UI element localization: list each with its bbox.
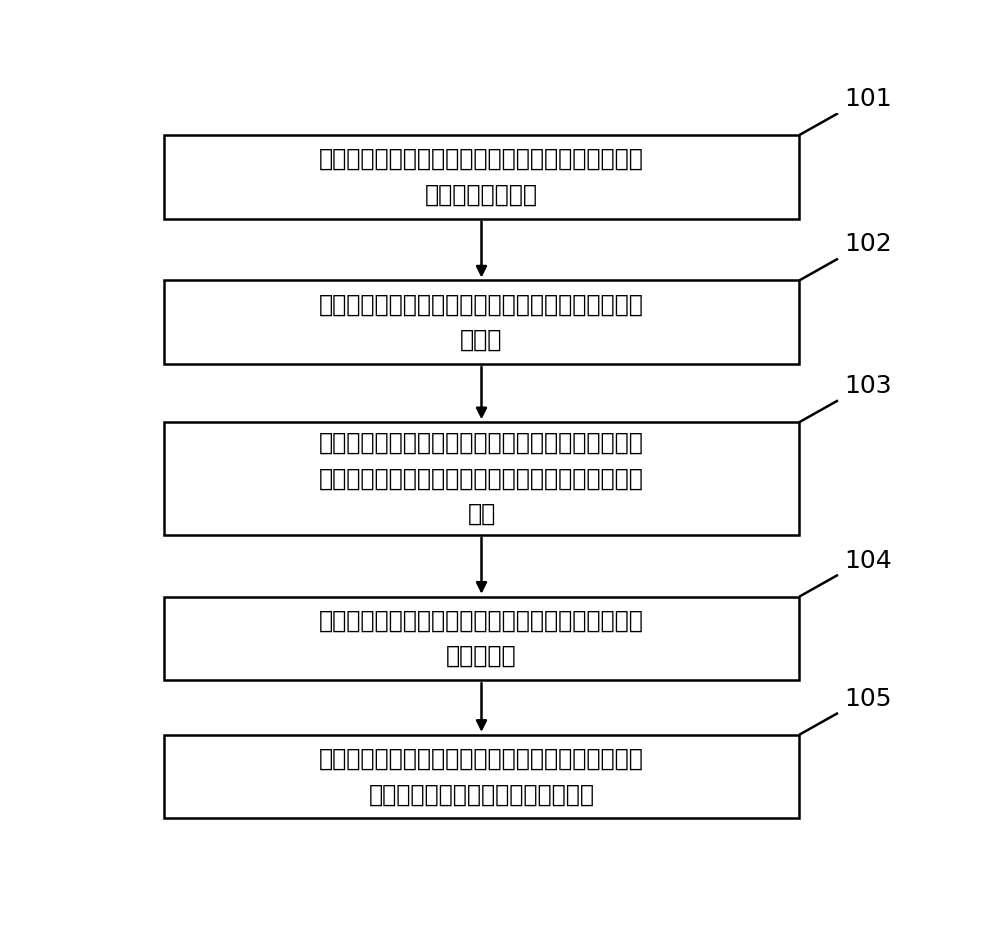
Bar	[164, 280, 799, 364]
Text: 获取某一目标用户在某一目标时间段内的乘坐交通工
具的相关乘车记录: 获取某一目标用户在某一目标时间段内的乘坐交通工 具的相关乘车记录	[319, 147, 644, 207]
Text: 基于相关乘车记录对目标用户已有的目标出行轨迹进
行校验: 基于相关乘车记录对目标用户已有的目标出行轨迹进 行校验	[319, 293, 644, 352]
Text: 根据相关乘车记录预估目标用户在目标时间段内的第
二出行轨迹: 根据相关乘车记录预估目标用户在目标时间段内的第 二出行轨迹	[319, 609, 644, 668]
Text: 103: 103	[844, 374, 892, 398]
Bar	[164, 422, 799, 535]
Text: 根据第一出行轨迹与第二出行轨迹对目标出行轨迹进
行调整，得到调整后的目标出行轨迹: 根据第一出行轨迹与第二出行轨迹对目标出行轨迹进 行调整，得到调整后的目标出行轨迹	[319, 747, 644, 806]
Text: 105: 105	[844, 687, 892, 711]
Text: 102: 102	[844, 232, 892, 257]
Text: 当校验出目标出行轨迹不全面或存在错误时，根据相
关乘车记录确定目标用户在目标时间段内的第一出行
轨迹: 当校验出目标出行轨迹不全面或存在错误时，根据相 关乘车记录确定目标用户在目标时间…	[319, 431, 644, 526]
Bar	[164, 597, 799, 681]
Bar	[164, 135, 799, 219]
Text: 104: 104	[844, 548, 892, 573]
Bar	[164, 734, 799, 818]
Text: 101: 101	[844, 87, 892, 111]
